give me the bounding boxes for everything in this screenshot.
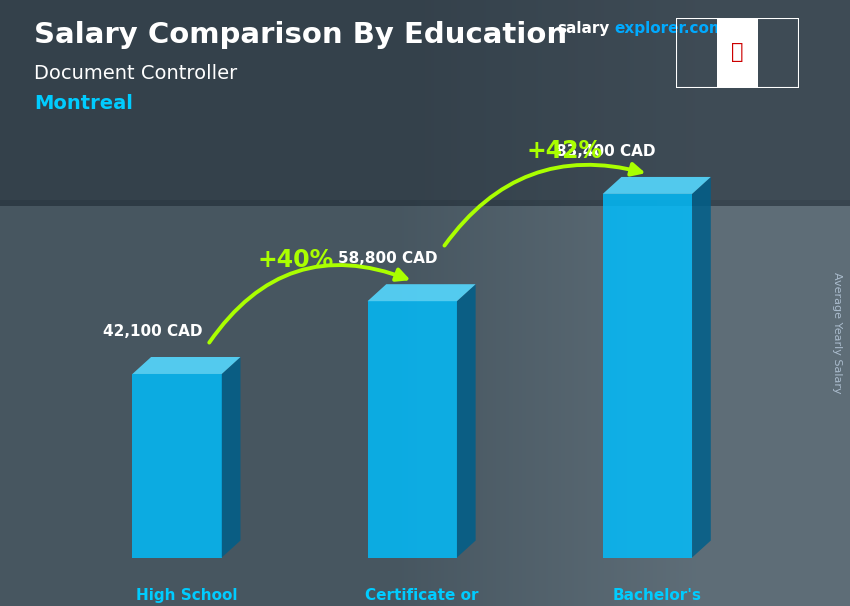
Text: Bachelor's
Degree: Bachelor's Degree (612, 588, 701, 606)
Text: Salary Comparison By Education: Salary Comparison By Education (34, 21, 567, 49)
Polygon shape (367, 301, 457, 558)
Text: Document Controller: Document Controller (34, 64, 237, 82)
Polygon shape (692, 177, 711, 558)
Text: Montreal: Montreal (34, 94, 133, 113)
Polygon shape (457, 284, 476, 558)
Polygon shape (0, 0, 850, 206)
Text: salary: salary (557, 21, 609, 36)
FancyArrowPatch shape (445, 164, 642, 245)
Text: Certificate or
Diploma: Certificate or Diploma (365, 588, 479, 606)
Text: +42%: +42% (527, 139, 603, 163)
Polygon shape (222, 357, 241, 558)
Text: 42,100 CAD: 42,100 CAD (103, 324, 202, 339)
FancyArrowPatch shape (209, 265, 406, 342)
Text: +40%: +40% (258, 248, 334, 272)
Polygon shape (367, 284, 476, 301)
Polygon shape (133, 374, 222, 558)
Polygon shape (133, 357, 241, 374)
Text: Average Yearly Salary: Average Yearly Salary (832, 273, 842, 394)
Text: explorer.com: explorer.com (615, 21, 725, 36)
Text: High School: High School (136, 588, 237, 603)
Text: 🍁: 🍁 (731, 42, 744, 62)
Polygon shape (603, 194, 692, 558)
Polygon shape (603, 177, 711, 194)
Text: 83,400 CAD: 83,400 CAD (556, 144, 655, 159)
Text: 58,800 CAD: 58,800 CAD (337, 251, 438, 266)
Polygon shape (717, 18, 758, 88)
